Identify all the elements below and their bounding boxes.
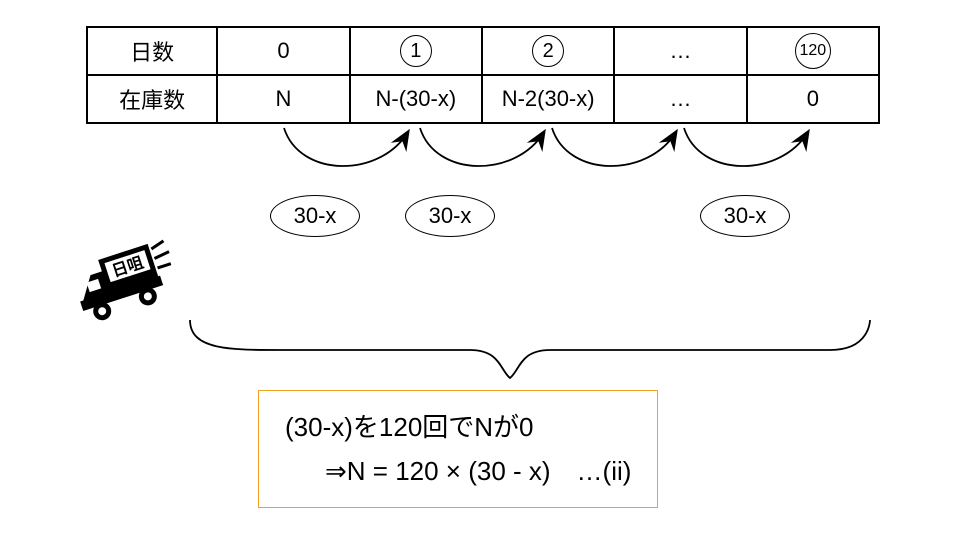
inventory-table: 日数 0 1 2 … 120 在庫数 N N-(30-x) N-2(30-x) … xyxy=(86,26,880,124)
step-label-2: 30-x xyxy=(405,195,495,237)
cell-stock-dots: … xyxy=(614,75,746,123)
truck-icon: 日咀 xyxy=(60,230,191,345)
cell-days-dots: … xyxy=(614,27,746,75)
step-label-1: 30-x xyxy=(270,195,360,237)
cell-days-2: 2 xyxy=(482,27,614,75)
table-row: 在庫数 N N-(30-x) N-2(30-x) … 0 xyxy=(87,75,879,123)
cell-stock-last: 0 xyxy=(747,75,879,123)
formula-line-2: ⇒N = 120 × (30 - x) …(ii) xyxy=(285,449,631,493)
cell-stock-1: N-(30-x) xyxy=(350,75,482,123)
cell-stock-2: N-2(30-x) xyxy=(482,75,614,123)
row-label-days: 日数 xyxy=(87,27,217,75)
table-row: 日数 0 1 2 … 120 xyxy=(87,27,879,75)
circled-number-icon: 1 xyxy=(400,35,432,67)
cell-stock-0: N xyxy=(217,75,349,123)
row-label-stock: 在庫数 xyxy=(87,75,217,123)
diagram-stage: 日数 0 1 2 … 120 在庫数 N N-(30-x) N-2(30-x) … xyxy=(0,0,965,539)
circled-number-icon: 120 xyxy=(795,33,831,69)
circled-number-icon: 2 xyxy=(532,35,564,67)
step-label-3: 30-x xyxy=(700,195,790,237)
cell-days-last: 120 xyxy=(747,27,879,75)
formula-line-1: (30-x)を120回でNが0 xyxy=(285,405,631,449)
cell-days-1: 1 xyxy=(350,27,482,75)
formula-box: (30-x)を120回でNが0 ⇒N = 120 × (30 - x) …(ii… xyxy=(258,390,658,508)
cell-days-0: 0 xyxy=(217,27,349,75)
